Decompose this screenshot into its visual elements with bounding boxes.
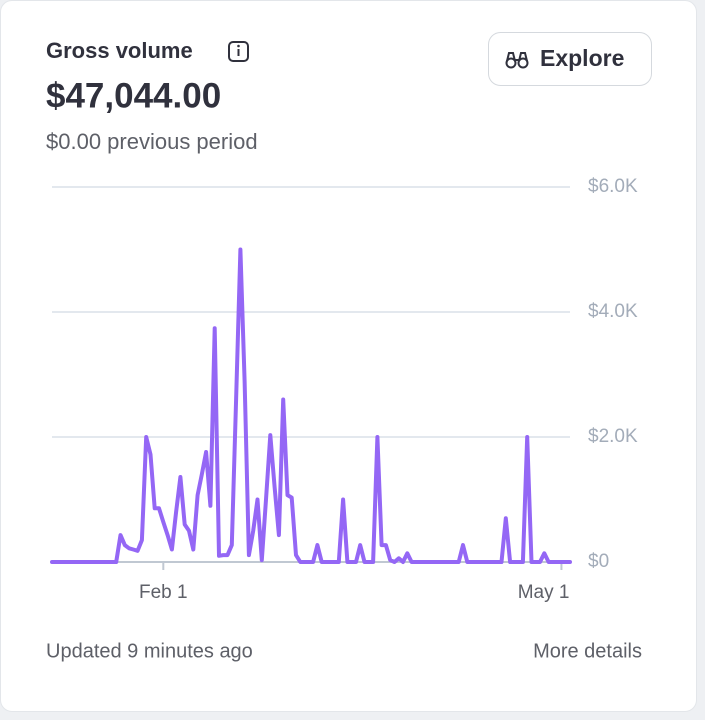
volume-line (50, 247, 572, 564)
updated-note: Updated 9 minutes ago (46, 640, 253, 662)
y-tick-label: $2.0K (588, 426, 638, 447)
y-tick-label: $6.0K (588, 176, 638, 197)
info-icon[interactable] (228, 41, 249, 62)
y-tick-label: $0 (588, 551, 609, 572)
amount: $47,044.00 (46, 76, 221, 115)
card (0, 0, 697, 712)
previous-period: $0.00 previous period (46, 129, 258, 154)
y-tick-label: $4.0K (588, 301, 638, 322)
x-tick-label: Feb 1 (139, 582, 188, 603)
title: Gross volume (46, 38, 193, 63)
more-details-link[interactable]: More details (533, 640, 642, 662)
explore-button[interactable]: Explore (488, 32, 652, 86)
button-label[interactable]: Explore (540, 45, 624, 71)
x-tick-label: May 1 (518, 582, 570, 603)
